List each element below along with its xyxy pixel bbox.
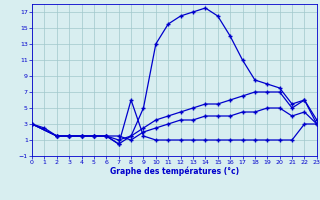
X-axis label: Graphe des températures (°c): Graphe des températures (°c): [110, 167, 239, 176]
